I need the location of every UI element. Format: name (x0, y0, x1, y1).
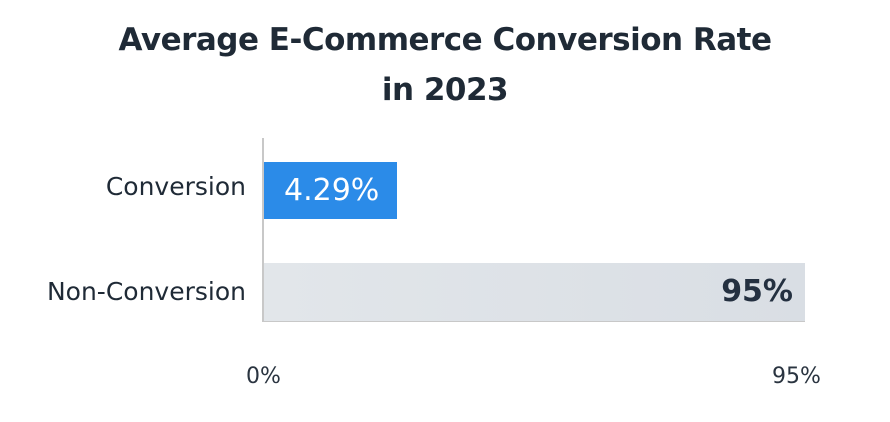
bar-non-conversion: 95% (264, 263, 805, 321)
bar-value-non-conversion: 95% (721, 274, 793, 309)
y-axis-line (262, 138, 264, 322)
chart-title-line-1: Average E-Commerce Conversion Rate (118, 22, 772, 58)
chart-title-line-2: in 2023 (381, 72, 509, 108)
x-axis-line (262, 320, 805, 322)
x-tick-max: 95% (772, 364, 821, 389)
bar-conversion: 4.29% (264, 162, 397, 219)
category-label-non-conversion: Non-Conversion (46, 277, 246, 306)
x-tick-min: 0% (246, 364, 281, 389)
bar-value-conversion: 4.29% (284, 173, 380, 208)
category-label-conversion: Conversion (105, 172, 246, 201)
